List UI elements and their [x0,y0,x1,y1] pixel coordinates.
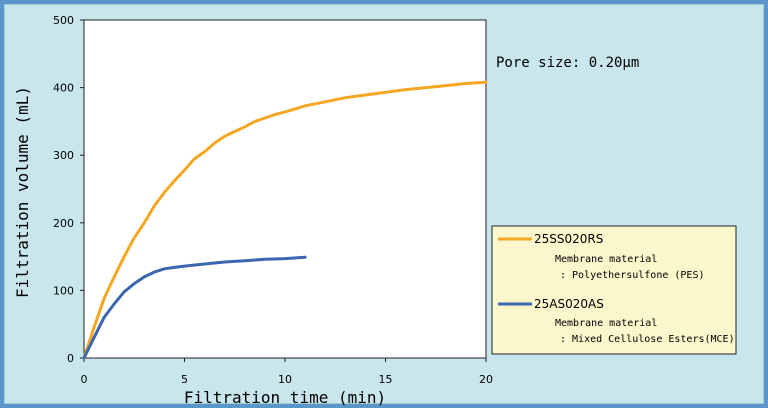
x-axis-title: Filtration time (min) [184,388,386,407]
plot-area [83,19,487,359]
y-tick-label: 100 [53,284,74,297]
x-tick-label: 0 [81,373,88,386]
y-axis-title: Filtration volume (mL) [13,86,32,298]
legend-desc1-25ss020rs: Membrane material [555,254,657,265]
legend-label-25as020as: 25AS020AS [534,297,604,311]
legend-desc2-25ss020rs: : Polyethersulfone (PES) [560,270,705,281]
legend-label-25ss020rs: 25SS020RS [534,232,603,246]
legend: 25SS020RS Membrane material : Polyethers… [491,225,737,355]
legend-box [491,225,737,355]
pore-size-annotation: Pore size: 0.20μm [496,55,639,71]
y-tick-label: 200 [53,217,74,230]
y-tick-label: 500 [53,14,74,27]
x-tick-label: 10 [278,373,292,386]
y-tick-label: 400 [53,82,74,95]
y-tick-label: 0 [67,352,74,365]
legend-desc1-25as020as: Membrane material [555,318,657,329]
legend-desc2-25as020as: : Mixed Cellulose Esters(MCE) [560,334,735,345]
x-tick-label: 5 [181,373,188,386]
x-tick-label: 15 [379,373,393,386]
y-tick-label: 300 [53,149,74,162]
series-line-25as020as [82,255,307,360]
x-tick-label: 20 [479,373,493,386]
series-line-25ss020rs [82,80,488,360]
